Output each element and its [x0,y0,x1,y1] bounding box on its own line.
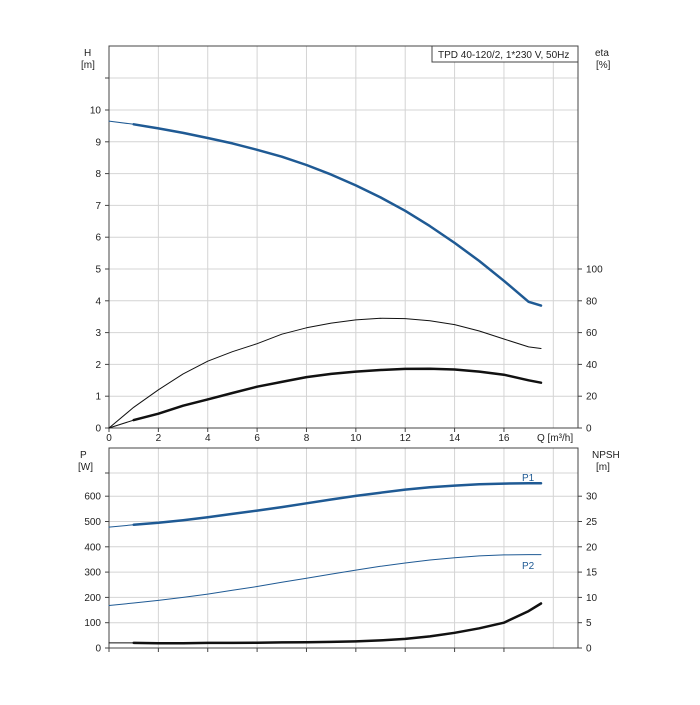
ytick-right-bottom-3: 15 [586,568,598,579]
ytick-right-top-4: 80 [586,296,598,307]
series-npsh [132,602,543,645]
ytick-left-bottom-5: 500 [84,517,101,528]
y-right-unit-top: [%] [596,60,611,71]
title-box: TPD 40-120/2, 1*230 V, 50Hz [431,45,579,63]
ytick-right-bottom-2: 10 [586,593,598,604]
series-h-ext [108,120,135,125]
ytick-right-bottom-6: 30 [586,492,598,503]
ytick-left-bottom-6: 600 [84,492,101,503]
ytick-left-bottom-4: 400 [84,542,101,553]
xtick-5: 10 [350,433,362,444]
xtick-6: 12 [400,433,412,444]
ytick-left-top-7: 7 [95,201,101,212]
y-right-name-bottom: NPSH [592,450,620,461]
ytick-left-top-0: 0 [95,424,101,435]
legend-p2: P2 [522,561,535,572]
ytick-left-top-6: 6 [95,233,101,244]
series-layer [108,120,543,645]
bottom-grid [109,448,578,648]
ytick-right-top-5: 100 [586,265,603,276]
ytick-right-bottom-5: 25 [586,517,598,528]
xtick-2: 4 [205,433,211,444]
xtick-3: 6 [254,433,260,444]
top-grid [109,46,578,428]
ytick-left-bottom-2: 200 [84,593,101,604]
ytick-right-top-2: 40 [586,360,598,371]
y-right-unit-bottom: [m] [596,462,610,473]
series-h [132,123,543,307]
ytick-right-bottom-1: 5 [586,618,592,629]
ytick-left-bottom-1: 100 [84,618,101,629]
xtick-7: 14 [449,433,461,444]
series-eta-thin [108,317,542,429]
series-eta-thick [132,367,543,422]
y-left-name-top: H [84,48,91,59]
series-p2 [108,554,542,606]
chart-title: TPD 40-120/2, 1*230 V, 50Hz [438,50,569,61]
y-left-name-bottom: P [80,450,87,461]
ytick-left-top-1: 1 [95,392,101,403]
ytick-left-top-5: 5 [95,265,101,276]
ytick-left-top-4: 4 [95,296,101,307]
ytick-left-top-10: 10 [90,106,102,117]
xtick-1: 2 [156,433,162,444]
ytick-right-top-0: 0 [586,424,592,435]
series-p1 [132,482,543,527]
bottom-tick-labels: 0 100 200 300 400 500 600 0 5 10 15 20 25 30 [84,472,598,655]
ytick-left-top-9: 9 [95,137,101,148]
ytick-left-bottom-0: 0 [95,644,101,655]
xtick-8: 16 [498,433,510,444]
ytick-right-bottom-0: 0 [586,644,592,655]
y-right-name-top: eta [595,48,609,59]
ytick-left-top-8: 8 [95,169,101,180]
xtick-0: 0 [106,433,112,444]
y-left-unit-bottom: [W] [78,462,93,473]
y-left-unit-top: [m] [81,60,95,71]
ytick-left-top-2: 2 [95,360,101,371]
xtick-4: 8 [304,433,310,444]
ytick-left-bottom-3: 300 [84,568,101,579]
bottom-plot-frame [108,447,579,649]
legend-p1: P1 [522,473,535,484]
ytick-right-bottom-4: 20 [586,542,598,553]
series-p1-ext [108,524,135,528]
ytick-left-top-3: 3 [95,328,101,339]
x-axis-label: Q [m³/h] [537,433,573,444]
series-eta-ext [108,419,135,429]
ytick-right-top-3: 60 [586,328,598,339]
ytick-right-top-1: 20 [586,392,598,403]
